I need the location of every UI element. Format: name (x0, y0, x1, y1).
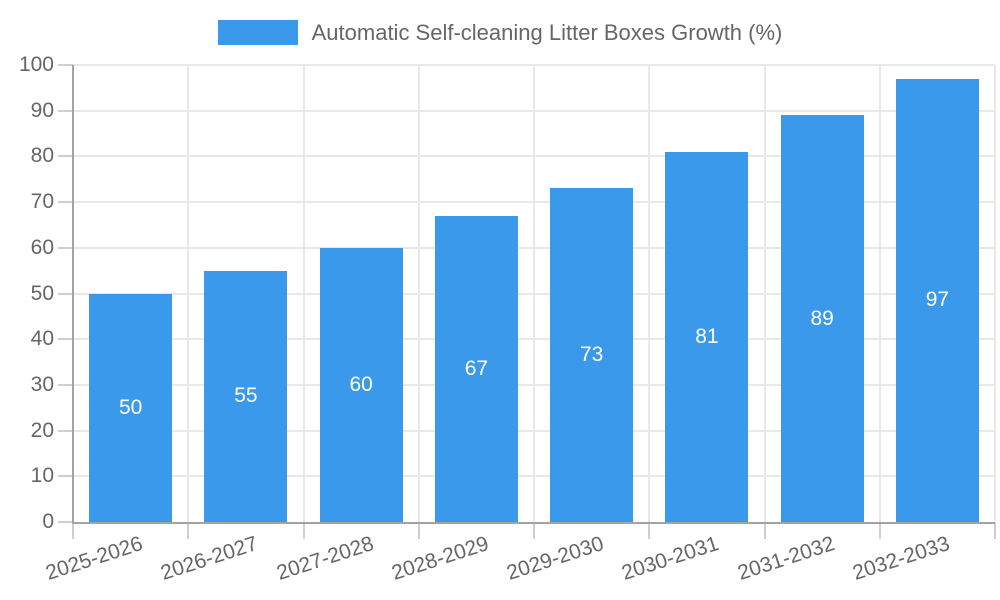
x-axis-tick (763, 522, 766, 539)
x-axis-tick (878, 522, 881, 539)
y-axis-label: 80 (30, 144, 54, 168)
y-axis-line (72, 65, 74, 524)
y-axis-label: 40 (30, 327, 54, 351)
legend-label: Automatic Self-cleaning Litter Boxes Gro… (311, 20, 783, 45)
x-axis-label: 2030-2031 (619, 532, 722, 585)
legend-item[interactable]: Automatic Self-cleaning Litter Boxes Gro… (217, 20, 783, 45)
y-axis-tick (58, 109, 73, 112)
bar[interactable] (780, 115, 864, 522)
y-axis-tick (58, 338, 73, 341)
x-axis-tick (417, 522, 420, 539)
x-axis-tick (187, 522, 190, 539)
gridline-vertical (417, 65, 420, 522)
x-axis-label: 2026-2027 (158, 532, 261, 585)
y-axis-label: 60 (30, 235, 54, 259)
chart-legend: Automatic Self-cleaning Litter Boxes Gro… (0, 20, 1000, 45)
y-axis-tick (58, 475, 73, 478)
bar[interactable] (434, 215, 518, 522)
gridline-vertical (533, 65, 535, 522)
y-axis-label: 50 (30, 281, 54, 305)
bar-value-label: 50 (118, 395, 143, 419)
x-axis-tick (302, 522, 305, 539)
y-axis-tick (58, 383, 73, 386)
y-axis-label: 20 (30, 418, 54, 442)
x-axis-label: 2029-2030 (504, 532, 607, 585)
y-axis-tick (58, 292, 73, 295)
y-axis-tick (58, 64, 73, 66)
bar[interactable] (204, 270, 288, 522)
bar-value-label: 97 (925, 288, 950, 312)
y-axis-label: 30 (30, 372, 54, 396)
y-axis-tick (58, 429, 73, 432)
bar-value-label: 60 (349, 372, 373, 396)
gridline-vertical (763, 65, 766, 522)
bar[interactable] (895, 78, 979, 522)
x-axis-line (73, 522, 995, 524)
y-axis-label: 10 (30, 464, 54, 488)
bar[interactable] (550, 188, 634, 522)
y-axis-label: 100 (18, 53, 54, 76)
gridline-vertical (648, 65, 651, 522)
y-axis-tick (58, 246, 73, 249)
x-axis-tick (648, 522, 651, 539)
legend-color-swatch (217, 20, 298, 45)
bar[interactable] (665, 151, 749, 522)
y-axis-label: 90 (30, 98, 54, 122)
x-axis-label: 2032-2033 (849, 532, 953, 585)
x-axis-tick (994, 522, 996, 539)
gridline-vertical (187, 65, 190, 522)
y-axis-label: 0 (42, 510, 54, 533)
bar-value-label: 73 (579, 343, 604, 367)
y-axis-label: 70 (30, 190, 54, 214)
y-axis-tick (58, 201, 73, 204)
x-axis-tick (72, 522, 74, 539)
gridline-vertical (994, 65, 996, 522)
x-axis-label: 2028-2029 (388, 532, 492, 585)
y-axis-tick (58, 521, 73, 523)
bar-value-label: 55 (234, 384, 258, 408)
x-axis-tick (533, 522, 535, 539)
gridline-vertical (878, 65, 881, 522)
bar-value-label: 67 (464, 356, 489, 380)
bar-value-label: 81 (695, 324, 719, 348)
bar-value-label: 89 (810, 306, 834, 330)
bar[interactable] (319, 247, 403, 522)
bar[interactable] (89, 293, 173, 522)
gridline-vertical (302, 65, 305, 522)
y-axis-tick (58, 155, 73, 158)
x-axis-label: 2025-2026 (43, 532, 146, 585)
x-axis-label: 2031-2032 (734, 532, 838, 585)
x-axis-label: 2027-2028 (273, 532, 377, 585)
